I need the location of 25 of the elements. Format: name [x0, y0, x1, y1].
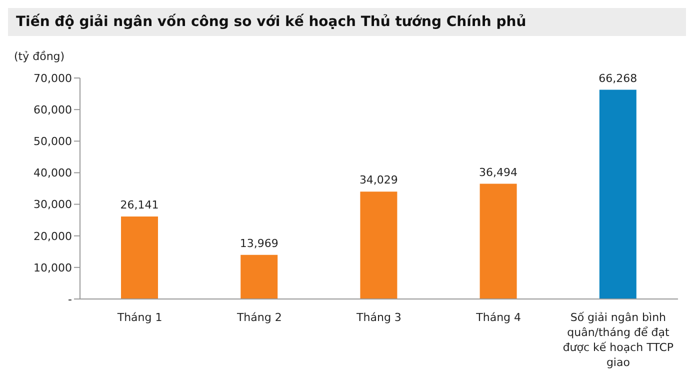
y-tick-label: 20,000	[34, 230, 72, 243]
data-label: 13,969	[240, 236, 278, 250]
x-tick-label: Số giải ngân bình quân/tháng để đạt được kế hoạch TTCP giao	[562, 311, 674, 369]
data-label: 34,029	[359, 174, 398, 187]
y-tick-label: -	[68, 292, 72, 306]
y-tick-label: 40,000	[34, 166, 72, 180]
x-tick-label: Tháng 4	[475, 311, 522, 324]
bar	[480, 184, 517, 299]
bar	[240, 254, 278, 299]
data-label: 26,141	[120, 198, 159, 212]
y-tick-label: 70,000	[34, 72, 72, 85]
y-tick-label: 10,000	[34, 261, 72, 274]
y-axis-title: (tỷ đồng)	[14, 50, 65, 63]
x-tick-label: Tháng 1	[116, 311, 162, 324]
bar	[360, 192, 398, 299]
chart-title: Tiến độ giải ngân vốn công so với kế hoạch Thủ tướng Chính phủ	[8, 8, 686, 36]
data-label: 36,494	[479, 166, 518, 179]
bar	[599, 90, 636, 299]
bar	[121, 216, 158, 299]
y-tick-label: 30,000	[34, 198, 72, 212]
x-tick-label: Tháng 2	[236, 311, 282, 324]
x-tick-label: Tháng 3	[356, 311, 402, 324]
y-tick-label: 60,000	[34, 103, 72, 116]
y-tick-label: 50,000	[34, 135, 72, 148]
data-label: 66,268	[598, 72, 638, 85]
